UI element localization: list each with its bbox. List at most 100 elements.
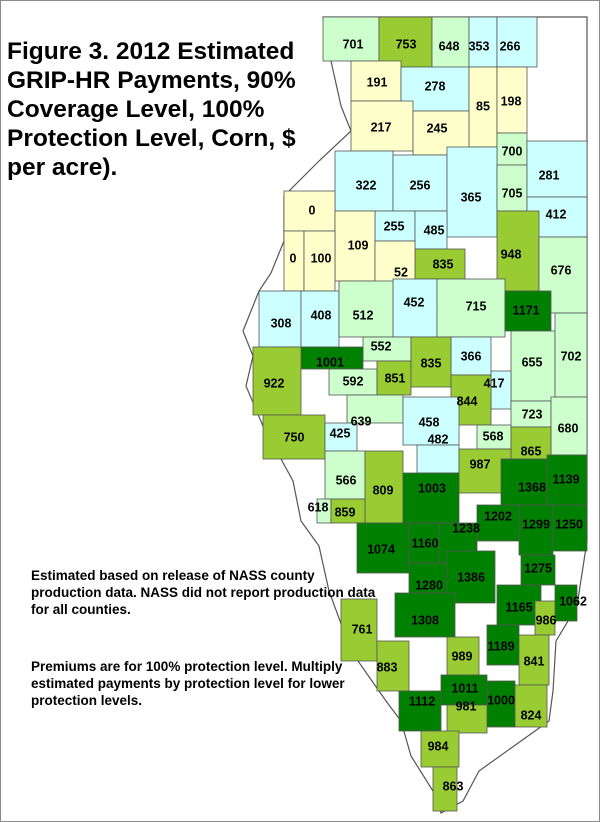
county-67 [408,522,440,564]
county-label-53: 865 [521,444,542,458]
county-label-75: 1308 [411,613,439,627]
county-16 [526,140,588,198]
county-label-71: 1062 [559,594,587,608]
county-label-22: 0 [290,251,297,265]
county-label-8: 198 [501,94,522,108]
county-5 [350,60,402,102]
county-label-82: 1000 [487,693,515,707]
county-62 [476,504,520,542]
county-label-78: 841 [524,654,545,668]
county-label-21: 109 [348,238,369,252]
county-68 [520,554,556,586]
county-label-50: 482 [428,432,449,446]
county-label-28: 452 [404,295,425,309]
county-label-15: 705 [502,186,523,200]
county-30 [504,290,552,332]
county-label-55: 566 [336,473,357,487]
county-15 [496,164,528,212]
county-7 [468,66,498,148]
county-label-79: 883 [377,660,398,674]
county-21 [334,210,376,282]
county-14 [446,146,498,238]
county-label-14: 365 [461,190,482,204]
county-label-41: 851 [385,371,406,385]
county-label-77: 989 [452,649,473,663]
county-label-27: 676 [551,263,572,277]
county-8 [496,66,528,134]
county-label-57: 1368 [518,480,546,494]
county-label-17: 0 [309,203,316,217]
county-24 [496,210,540,292]
county-59 [402,472,460,524]
county-79 [376,640,410,692]
county-66 [356,522,410,574]
county-label-18: 412 [546,207,567,221]
county-78 [518,634,550,686]
county-label-4: 266 [500,39,521,53]
county-label-66: 1074 [367,542,395,556]
county-label-54: 987 [470,457,491,471]
county-label-45: 639 [351,414,372,428]
county-label-34: 552 [371,339,392,353]
county-label-59: 1003 [418,481,446,495]
county-label-61: 859 [335,505,356,519]
county-label-47: 750 [284,430,305,444]
county-label-83: 981 [456,699,477,713]
county-label-48: 425 [330,426,351,440]
county-label-23: 100 [311,251,332,265]
county-label-1: 753 [396,37,417,51]
county-label-9: 217 [371,120,392,134]
county-label-76: 1189 [487,639,514,653]
county-label-3: 353 [469,39,490,53]
county-64 [518,504,554,556]
county-82 [486,680,516,728]
county-label-16: 281 [539,168,560,182]
county-13 [392,154,448,212]
county-label-25: 835 [433,257,454,271]
county-label-51: 568 [483,429,504,443]
county-label-36: 366 [461,349,482,363]
county-label-7: 85 [476,99,490,113]
county-39 [252,346,302,416]
county-label-2: 648 [439,39,460,53]
county-label-13: 256 [410,178,431,192]
county-label-10: 245 [427,121,448,135]
county-41 [376,360,412,396]
county-50 [416,444,460,474]
county-label-68: 1275 [524,561,552,575]
county-32 [300,290,340,348]
county-81 [398,690,442,732]
county-label-86: 863 [443,779,464,793]
county-label-26: 52 [394,265,408,279]
production-data-note: Estimated based on release of NASS count… [31,568,376,617]
county-42 [410,336,452,388]
county-label-70: 1386 [457,570,485,584]
county-label-81: 1112 [409,694,435,708]
county-29 [436,278,506,338]
county-label-12: 322 [356,178,377,192]
county-label-58: 809 [373,483,394,497]
county-37 [510,330,556,402]
county-label-0: 701 [343,37,364,51]
county-label-29: 715 [466,299,487,313]
county-label-46: 723 [522,407,543,421]
county-label-31: 308 [271,316,292,330]
county-label-52: 680 [558,421,579,435]
county-53 [510,426,552,460]
county-75 [394,592,456,638]
county-4 [496,16,538,68]
county-label-85: 984 [428,739,449,753]
county-label-62: 1202 [484,509,512,523]
county-label-39: 922 [264,376,285,390]
county-label-56: 1139 [552,472,579,486]
county-label-74: 761 [352,622,373,636]
county-label-33: 512 [353,308,374,322]
county-label-80: 1011 [451,681,478,695]
county-label-11: 700 [502,144,523,158]
county-label-37: 655 [522,355,543,369]
county-2 [431,16,470,70]
county-74 [340,598,378,662]
county-86 [432,766,458,812]
county-label-6: 278 [425,79,446,93]
